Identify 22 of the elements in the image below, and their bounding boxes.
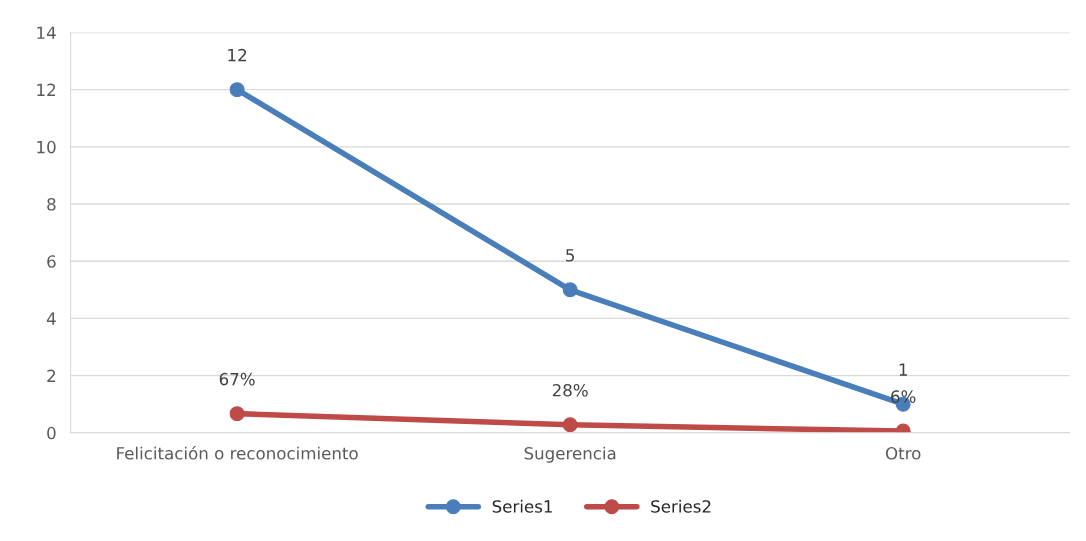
y-tick-label: 8 [47, 198, 56, 211]
x-tick-label: Sugerencia [524, 446, 616, 463]
point [562, 282, 578, 298]
data-label: 5 [566, 249, 574, 262]
x-tick-label: Felicitación o reconocimiento [117, 446, 358, 460]
point [229, 82, 245, 98]
legend-label: Series1 [492, 499, 552, 513]
data-label: 12 [228, 48, 247, 62]
data-label: 1 [899, 363, 907, 376]
y-tick-label: 2 [47, 369, 56, 382]
y-tick-label: 0 [47, 426, 56, 440]
x-tick-label: Otro [885, 446, 921, 460]
y-tick-label: 6 [47, 255, 56, 268]
y-tick-label: 4 [46, 312, 56, 325]
y-tick-label: 10 [37, 140, 56, 154]
point [562, 417, 578, 433]
y-tick-label: 12 [37, 83, 56, 96]
legend-label: Series2 [651, 499, 711, 513]
data-label: 67% [219, 372, 255, 386]
data-label: 28% [552, 383, 588, 397]
point [229, 406, 245, 422]
y-tick-label: 14 [37, 26, 56, 39]
